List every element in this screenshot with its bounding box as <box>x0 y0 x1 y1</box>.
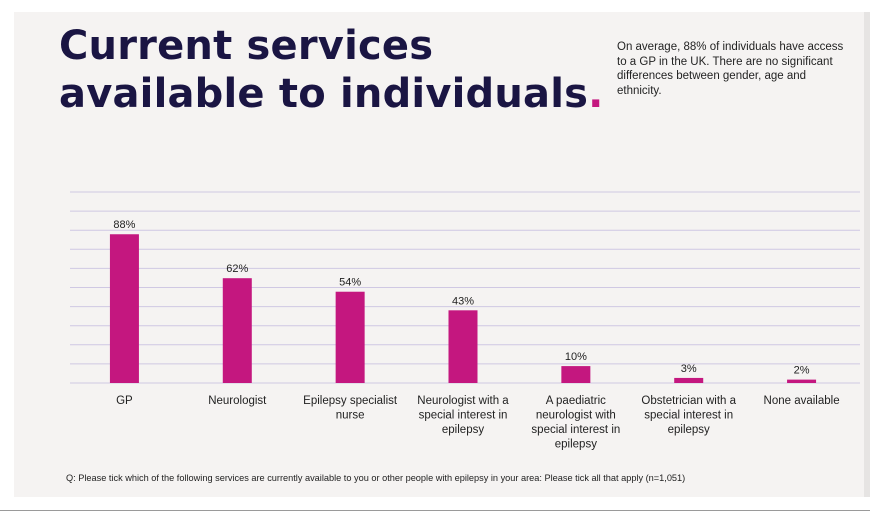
category-label: Neurologist with a <box>417 395 509 407</box>
slide-title-line-2: available to individuals. <box>59 70 603 118</box>
data-label: 62% <box>226 263 248 275</box>
title-accent-dot: . <box>588 71 604 117</box>
category-label: epilepsy <box>668 424 710 436</box>
data-label: 10% <box>565 351 587 363</box>
slide-title-line-1: Current services <box>59 23 434 69</box>
category-label: Epilepsy specialist <box>303 395 398 407</box>
slide-background <box>14 12 870 497</box>
category-label: epilepsy <box>555 439 597 451</box>
bar <box>222 278 252 383</box>
window-bottom-border <box>0 510 870 511</box>
window-bottom-margin <box>0 497 870 514</box>
category-label: special interest in <box>419 410 508 422</box>
category-label: None available <box>764 395 840 407</box>
category-label: Obstetrician with a <box>641 395 736 407</box>
category-label: A paediatric <box>546 395 606 407</box>
slide-title: Current services available to individual… <box>59 22 603 118</box>
bars <box>109 234 817 383</box>
data-label: 3% <box>681 363 697 375</box>
category-label: special interest in <box>531 424 620 436</box>
summary-note: On average, 88% of individuals have acce… <box>617 41 844 97</box>
slide-edge-shadow <box>864 12 870 497</box>
bar <box>787 379 817 383</box>
category-label: neurologist with <box>536 410 616 422</box>
category-label: nurse <box>336 410 365 422</box>
data-label: 54% <box>339 277 361 289</box>
category-label: special interest in <box>644 410 733 422</box>
bar <box>674 377 704 383</box>
category-label: GP <box>116 395 133 407</box>
bar <box>448 310 478 383</box>
category-label: Neurologist <box>208 395 267 407</box>
bar <box>109 234 139 383</box>
labels: 88% GP 62% Neurologist 54% Epilepsy specialis… <box>113 219 839 450</box>
data-label: 88% <box>113 219 135 231</box>
bar <box>335 291 365 383</box>
data-label: 2% <box>794 365 810 377</box>
slide-title-line-2-text: available to individuals <box>59 71 589 117</box>
data-label: 43% <box>452 295 474 307</box>
category-label: epilepsy <box>442 424 484 436</box>
bar <box>561 366 591 383</box>
question-footnote: Q: Please tick which of the following se… <box>66 473 686 483</box>
